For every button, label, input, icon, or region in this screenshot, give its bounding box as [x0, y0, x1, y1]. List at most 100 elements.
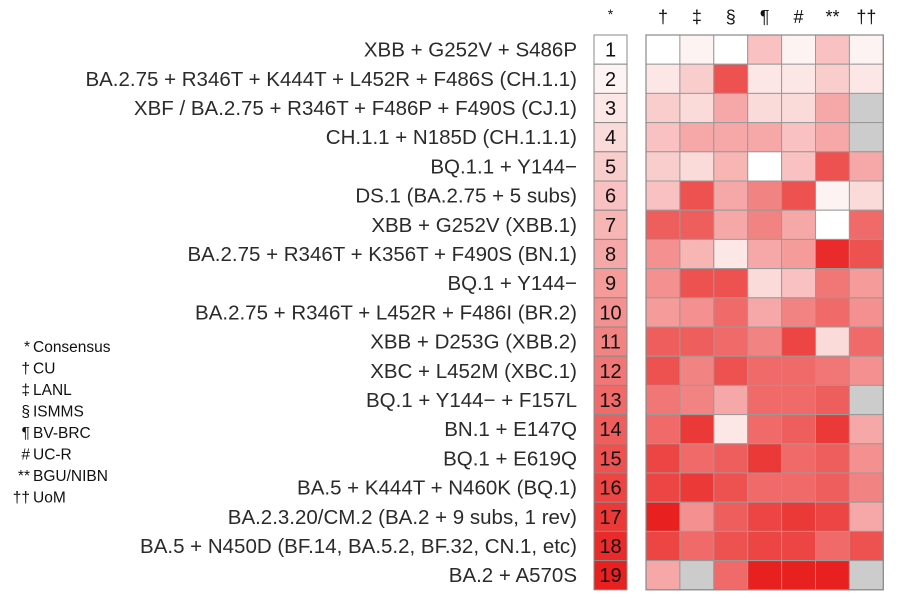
consensus-rank-label: 19 — [599, 565, 621, 587]
row-label: XBC + L452M (XBC.1) — [370, 360, 577, 383]
row-label: CH.1.1 + N185D (CH.1.1.1) — [326, 126, 577, 149]
consensus-cell — [593, 34, 628, 65]
column-header: ** — [825, 7, 839, 27]
row-label: BA.2.75 + R346T + K444T + L452R + F486S … — [85, 68, 577, 91]
heatmap-cell — [781, 151, 816, 182]
heatmap-cell — [713, 501, 749, 532]
heatmap-cell — [747, 238, 783, 270]
heatmap-cell — [815, 384, 850, 416]
heatmap-cell — [815, 297, 850, 328]
column-header: # — [794, 7, 804, 27]
legend-label: BGU/NIBN — [33, 468, 108, 485]
heatmap-cell — [781, 209, 816, 240]
consensus-cell — [593, 122, 628, 153]
heatmap-cell — [747, 355, 783, 386]
legend-label: LANL — [33, 382, 72, 399]
consensus-rank-label: 8 — [605, 244, 616, 266]
consensus-rank-label: 14 — [599, 419, 621, 441]
heatmap-cell — [781, 238, 816, 270]
heatmap-cell — [747, 530, 783, 562]
row-label: BQ.1 + E619Q — [443, 447, 577, 470]
heatmap-cell — [848, 384, 884, 416]
heatmap-cell — [713, 151, 749, 182]
heatmap-cell — [645, 414, 681, 445]
heatmap-cell — [815, 268, 850, 299]
heatmap-cell — [815, 122, 850, 153]
heatmap-cell — [848, 355, 884, 386]
legend-symbol: § — [21, 404, 30, 421]
heatmap-cell — [679, 122, 715, 153]
consensus-cell — [593, 297, 628, 328]
heatmap-cell — [747, 92, 783, 124]
heatmap-cell — [848, 238, 884, 270]
row-label: BQ.1 + Y144− — [447, 272, 577, 295]
heatmap-cell — [679, 560, 715, 591]
heatmap-cell — [781, 326, 816, 357]
heatmap-cell — [713, 384, 749, 416]
row-label: DS.1 (BA.2.75 + 5 subs) — [355, 185, 577, 208]
legend-label: UC-R — [33, 447, 72, 464]
consensus-cell — [593, 355, 628, 386]
heatmap-cell — [747, 209, 783, 240]
heatmap-frame — [645, 34, 884, 591]
legend-symbol: † — [21, 361, 30, 378]
consensus-rank-label: 13 — [599, 390, 621, 412]
legend-label: BV-BRC — [33, 425, 91, 442]
heatmap-cell — [645, 209, 681, 240]
legend-symbol: †† — [13, 490, 30, 507]
legend-label: ISMMS — [33, 404, 84, 421]
heatmap-cell — [781, 297, 816, 328]
row-label: BA.5 + K444T + N460K (BQ.1) — [297, 477, 577, 500]
row-label: XBB + D253G (XBB.2) — [370, 331, 577, 354]
heatmap-cell — [848, 63, 884, 94]
column-header: § — [726, 7, 736, 27]
heatmap-cell — [815, 355, 850, 386]
row-label: BA.5 + N450D (BF.14, BA.5.2, BF.32, CN.1… — [140, 535, 577, 558]
heatmap-cell — [679, 472, 715, 503]
heatmap-cell — [713, 443, 749, 474]
heatmap-cell — [781, 530, 816, 562]
consensus-rank-label: 18 — [599, 536, 621, 558]
heatmap-cell — [747, 268, 783, 299]
heatmap-cell — [713, 530, 749, 562]
heatmap-cell — [747, 384, 783, 416]
heatmap-cell — [848, 180, 884, 211]
heatmap-cell — [645, 297, 681, 328]
consensus-rank-label: 3 — [605, 98, 616, 120]
heatmap-cell — [747, 560, 783, 591]
heatmap-cell — [815, 34, 850, 65]
legend-label: UoM — [33, 490, 66, 507]
heatmap-cell — [848, 122, 884, 153]
row-label: BQ.1 + Y144− + F157L — [366, 389, 577, 412]
heatmap-cell — [645, 268, 681, 299]
consensus-column-header: * — [608, 6, 614, 22]
heatmap-cell — [679, 92, 715, 124]
heatmap-cell — [645, 180, 681, 211]
heatmap-cell — [848, 560, 884, 591]
heatmap-cell — [848, 326, 884, 357]
heatmap-cell — [781, 355, 816, 386]
row-label: BA.2 + A570S — [449, 564, 577, 587]
consensus-rank-label: 16 — [599, 478, 621, 500]
heatmap-cell — [645, 501, 681, 532]
row-label: BA.2.75 + R346T + K356T + F490S (BN.1) — [187, 243, 577, 266]
heatmap-cell — [645, 63, 681, 94]
heatmap-cell — [815, 92, 850, 124]
heatmap-cell — [815, 151, 850, 182]
heatmap-cell — [747, 34, 783, 65]
consensus-rank-label: 12 — [599, 361, 621, 383]
heatmap-cell — [781, 414, 816, 445]
consensus-rank-label: 15 — [599, 448, 621, 470]
heatmap-cell — [815, 530, 850, 562]
heatmap-cell — [747, 326, 783, 357]
consensus-cell — [593, 560, 628, 591]
heatmap-cell — [713, 560, 749, 591]
row-label: XBF / BA.2.75 + R346T + F486P + F490S (C… — [134, 97, 577, 120]
heatmap-cell — [645, 472, 681, 503]
heatmap-cell — [713, 34, 749, 65]
column-header: † — [658, 7, 668, 27]
heatmap-cell — [815, 501, 850, 532]
heatmap-cell — [645, 92, 681, 124]
heatmap-cell — [679, 501, 715, 532]
